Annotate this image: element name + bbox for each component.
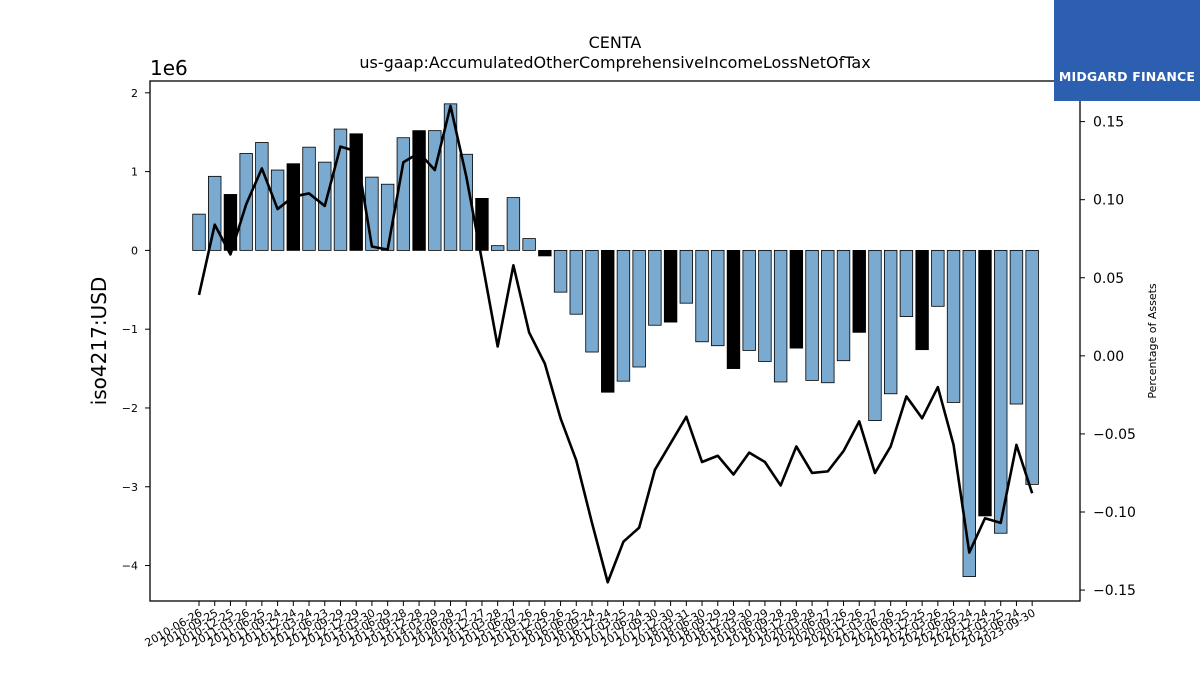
bar-2010-06-26	[192, 213, 206, 251]
y-exponent-label: 1e6	[150, 56, 188, 80]
bar-2018-03-31	[679, 249, 694, 304]
bar-2011-12-24	[286, 163, 301, 251]
line-series-percentage	[197, 104, 1034, 584]
y-tick-label: −4	[122, 560, 138, 573]
y2-tick-label: 0.00	[1093, 349, 1124, 365]
y-tick-label: −2	[122, 402, 138, 415]
bar-2018-12-29	[726, 249, 741, 369]
bar-2016-03-26	[553, 249, 568, 293]
bar-2017-09-30	[648, 249, 662, 326]
bar-2013-12-28	[412, 130, 426, 251]
bar-2015-06-27	[506, 197, 521, 251]
y2-tick-label: −0.10	[1093, 505, 1136, 521]
bar-2021-06-26	[883, 249, 898, 395]
y-tick-label: 1	[131, 166, 138, 179]
chart-title: CENTA	[589, 33, 642, 52]
bars-layer	[192, 103, 1039, 577]
bar-2023-09-30	[1025, 249, 1039, 485]
bar-2011-06-25	[255, 142, 269, 251]
bar-2019-12-28	[789, 249, 804, 349]
midgard-logo-icon	[1054, 0, 1200, 70]
y-axis-label: iso4217:USD	[87, 277, 111, 406]
bar-2020-06-27	[821, 249, 835, 384]
bar-2016-06-25	[569, 249, 583, 315]
y2-tick-label: 0.10	[1093, 193, 1124, 209]
y-tick-label: −1	[122, 323, 138, 336]
midgard-logo: MIDGARD FINANCE	[1054, 0, 1200, 101]
bar-2020-09-26	[836, 249, 851, 362]
bar-2022-12-24	[978, 249, 992, 517]
bar-2019-09-28	[773, 249, 788, 383]
y2-tick-label: −0.15	[1093, 583, 1136, 599]
bar-2018-06-30	[695, 249, 709, 343]
bar-2018-09-29	[711, 249, 725, 347]
bar-2022-06-25	[946, 249, 961, 403]
bar-2020-03-28	[805, 249, 819, 381]
bar-2021-03-27	[868, 249, 882, 421]
bar-2013-06-29	[380, 183, 395, 251]
y2-tick-label: −0.05	[1093, 427, 1136, 443]
bar-2023-03-25	[994, 249, 1008, 534]
line-layer	[197, 104, 1034, 584]
bar-2019-03-30	[742, 249, 756, 351]
logo-text: MIDGARD FINANCE	[1058, 69, 1196, 84]
bar-2016-12-24	[601, 249, 615, 393]
bar-2012-03-24	[302, 146, 316, 251]
bar-2019-06-29	[758, 249, 772, 362]
bar-2014-09-27	[459, 153, 473, 251]
bar-2015-09-26	[522, 238, 536, 251]
y2-axis-label: Percentage of Assets	[1146, 283, 1159, 399]
bar-2020-12-26	[852, 249, 866, 333]
bar-2022-03-26	[931, 249, 945, 307]
bar-2021-12-25	[915, 249, 929, 351]
y-tick-label: 2	[131, 87, 138, 100]
bar-2015-12-26	[538, 249, 552, 257]
bar-2017-03-25	[616, 249, 631, 382]
bar-2023-06-24	[1009, 249, 1024, 405]
chart-subtitle: us-gaap:AccumulatedOtherComprehensiveInc…	[359, 53, 870, 72]
bar-2014-06-28	[443, 103, 458, 251]
plot-frame	[149, 80, 1081, 602]
bar-2017-06-24	[632, 249, 646, 368]
y-tick-label: 0	[131, 244, 138, 257]
axes-layer: −4 −3 −2 −1 0 1 2 −0.15 −0.10 −0.05 0.00 0.05 0.10 0.…	[122, 80, 1136, 650]
y-tick-label: −3	[122, 481, 138, 494]
y2-tick-label: 0.05	[1093, 271, 1124, 287]
bar-2021-09-25	[899, 249, 914, 317]
bar-2016-09-24	[585, 249, 599, 353]
bar-2013-09-28	[396, 137, 411, 251]
bar-2015-03-28	[490, 245, 505, 251]
bar-2017-12-30	[663, 249, 678, 323]
bar-2022-09-24	[962, 249, 976, 577]
y2-tick-label: 0.15	[1093, 115, 1124, 131]
